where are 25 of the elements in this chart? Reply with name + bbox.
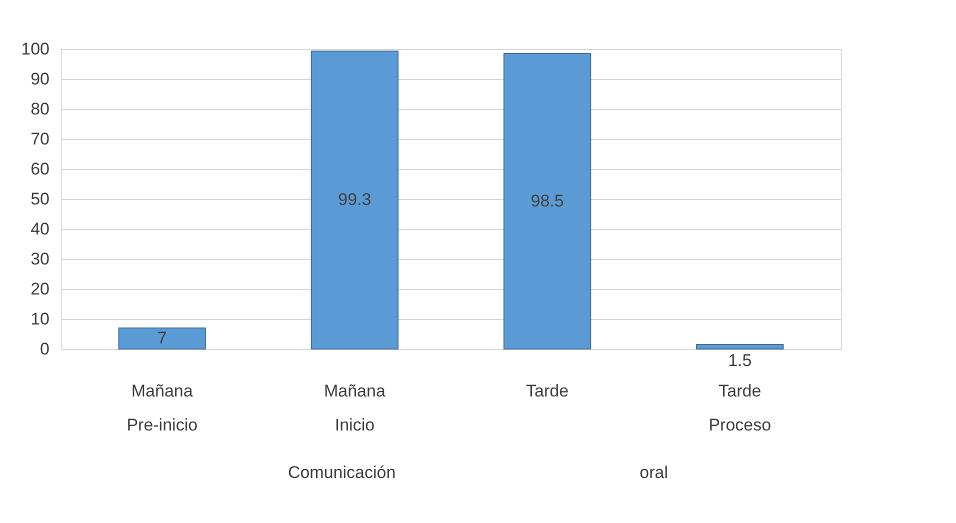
y-tick-label: 70 [30,130,50,148]
data-label: 7 [157,328,167,348]
x-tick-label: Tarde Proceso [708,382,772,434]
y-tick-label: 80 [30,100,50,118]
x-tick-label: Mañana Pre-inicio [126,382,198,434]
bar [503,53,592,350]
data-label: 98.5 [530,191,564,210]
y-tick-label: 90 [30,70,50,88]
text: oral [640,463,668,482]
y-tick-label: 0 [40,340,50,358]
y-tick-label: 100 [21,40,50,58]
y-tick-label: 20 [30,280,50,298]
bar [696,344,784,350]
data-label: 99.3 [338,190,372,210]
text: Comunicación [288,463,396,482]
x-tick-label: Tarde [526,382,569,400]
y-tick-label: 10 [30,310,50,328]
y-tick-label: 50 [30,190,50,208]
y-tick-label: 40 [30,220,50,238]
bar [310,50,399,350]
x-tick-label: Mañana Inicio [324,382,386,434]
y-tick-label: 30 [30,250,50,268]
data-label: 1.5 [728,351,752,370]
y-tick-label: 60 [30,160,50,178]
bar [118,328,206,350]
